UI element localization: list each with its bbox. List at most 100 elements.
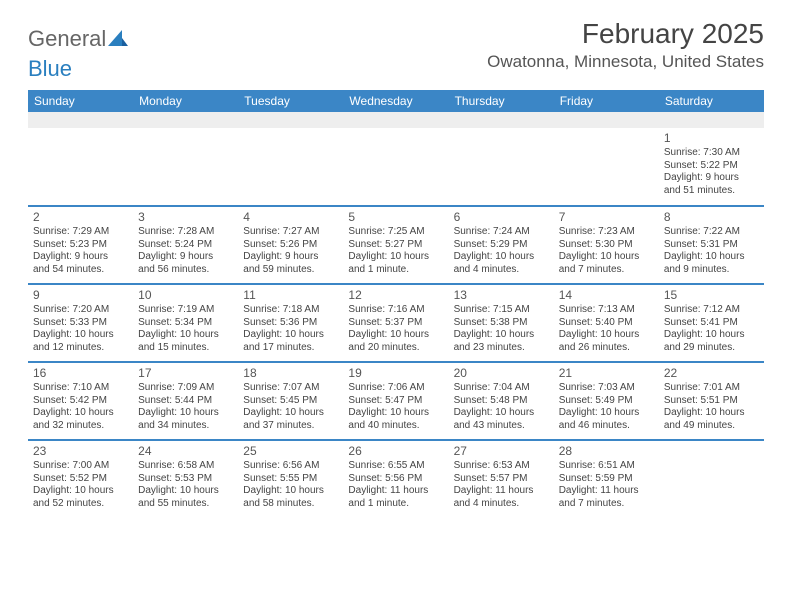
sunset: Sunset: 5:55 PM: [243, 473, 338, 486]
day-number: 8: [664, 210, 759, 225]
day-number: 20: [454, 366, 549, 381]
sunrise: Sunrise: 6:56 AM: [243, 460, 338, 473]
week-row: 2Sunrise: 7:29 AMSunset: 5:23 PMDaylight…: [28, 206, 764, 284]
daylight-line1: Daylight: 10 hours: [33, 407, 128, 420]
daylight-line2: and 4 minutes.: [454, 264, 549, 277]
weekday-header-row: Sunday Monday Tuesday Wednesday Thursday…: [28, 90, 764, 112]
sunset: Sunset: 5:31 PM: [664, 239, 759, 252]
daylight-line2: and 56 minutes.: [138, 264, 233, 277]
week-row: 9Sunrise: 7:20 AMSunset: 5:33 PMDaylight…: [28, 284, 764, 362]
day-cell: 9Sunrise: 7:20 AMSunset: 5:33 PMDaylight…: [28, 284, 133, 362]
day-cell: 21Sunrise: 7:03 AMSunset: 5:49 PMDayligh…: [554, 362, 659, 440]
sunset: Sunset: 5:22 PM: [664, 160, 759, 173]
day-cell: 27Sunrise: 6:53 AMSunset: 5:57 PMDayligh…: [449, 440, 554, 518]
sunset: Sunset: 5:48 PM: [454, 395, 549, 408]
daylight-line1: Daylight: 10 hours: [454, 329, 549, 342]
day-number: 24: [138, 444, 233, 459]
daylight-line1: Daylight: 10 hours: [243, 485, 338, 498]
daylight-line1: Daylight: 10 hours: [559, 251, 654, 264]
daylight-line2: and 20 minutes.: [348, 342, 443, 355]
day-cell: [28, 128, 133, 206]
sunset: Sunset: 5:40 PM: [559, 317, 654, 330]
sunset: Sunset: 5:42 PM: [33, 395, 128, 408]
sunrise: Sunrise: 7:28 AM: [138, 226, 233, 239]
daylight-line2: and 58 minutes.: [243, 498, 338, 511]
daylight-line1: Daylight: 11 hours: [348, 485, 443, 498]
day-cell: 3Sunrise: 7:28 AMSunset: 5:24 PMDaylight…: [133, 206, 238, 284]
sunrise: Sunrise: 6:55 AM: [348, 460, 443, 473]
day-number: 15: [664, 288, 759, 303]
day-number: 2: [33, 210, 128, 225]
daylight-line2: and 43 minutes.: [454, 420, 549, 433]
day-cell: [554, 128, 659, 206]
day-number: 21: [559, 366, 654, 381]
sunrise: Sunrise: 7:07 AM: [243, 382, 338, 395]
daylight-line2: and 49 minutes.: [664, 420, 759, 433]
sunset: Sunset: 5:34 PM: [138, 317, 233, 330]
day-cell: 25Sunrise: 6:56 AMSunset: 5:55 PMDayligh…: [238, 440, 343, 518]
daylight-line1: Daylight: 10 hours: [664, 407, 759, 420]
day-cell: 26Sunrise: 6:55 AMSunset: 5:56 PMDayligh…: [343, 440, 448, 518]
daylight-line2: and 52 minutes.: [33, 498, 128, 511]
day-number: 16: [33, 366, 128, 381]
sunset: Sunset: 5:52 PM: [33, 473, 128, 486]
day-number: 3: [138, 210, 233, 225]
sunrise: Sunrise: 7:23 AM: [559, 226, 654, 239]
daylight-line2: and 7 minutes.: [559, 498, 654, 511]
sunset: Sunset: 5:33 PM: [33, 317, 128, 330]
sunrise: Sunrise: 7:04 AM: [454, 382, 549, 395]
daylight-line2: and 12 minutes.: [33, 342, 128, 355]
day-cell: 23Sunrise: 7:00 AMSunset: 5:52 PMDayligh…: [28, 440, 133, 518]
daylight-line1: Daylight: 10 hours: [243, 407, 338, 420]
logo: General: [28, 18, 128, 52]
daylight-line2: and 1 minute.: [348, 498, 443, 511]
sunrise: Sunrise: 6:58 AM: [138, 460, 233, 473]
daylight-line1: Daylight: 9 hours: [243, 251, 338, 264]
daylight-line1: Daylight: 11 hours: [454, 485, 549, 498]
day-cell: 11Sunrise: 7:18 AMSunset: 5:36 PMDayligh…: [238, 284, 343, 362]
col-monday: Monday: [133, 90, 238, 112]
daylight-line1: Daylight: 10 hours: [348, 251, 443, 264]
sunset: Sunset: 5:23 PM: [33, 239, 128, 252]
daylight-line1: Daylight: 10 hours: [243, 329, 338, 342]
sunrise: Sunrise: 7:01 AM: [664, 382, 759, 395]
sunrise: Sunrise: 7:18 AM: [243, 304, 338, 317]
month-title: February 2025: [487, 18, 764, 50]
day-number: 22: [664, 366, 759, 381]
day-cell: 7Sunrise: 7:23 AMSunset: 5:30 PMDaylight…: [554, 206, 659, 284]
col-wednesday: Wednesday: [343, 90, 448, 112]
day-cell: 4Sunrise: 7:27 AMSunset: 5:26 PMDaylight…: [238, 206, 343, 284]
week-row: 23Sunrise: 7:00 AMSunset: 5:52 PMDayligh…: [28, 440, 764, 518]
day-cell: 18Sunrise: 7:07 AMSunset: 5:45 PMDayligh…: [238, 362, 343, 440]
day-cell: 2Sunrise: 7:29 AMSunset: 5:23 PMDaylight…: [28, 206, 133, 284]
sunrise: Sunrise: 7:13 AM: [559, 304, 654, 317]
daylight-line1: Daylight: 10 hours: [559, 407, 654, 420]
sunrise: Sunrise: 7:16 AM: [348, 304, 443, 317]
logo-text-general: General: [28, 26, 106, 52]
day-cell: [133, 128, 238, 206]
daylight-line2: and 54 minutes.: [33, 264, 128, 277]
day-number: 25: [243, 444, 338, 459]
sunrise: Sunrise: 6:53 AM: [454, 460, 549, 473]
daylight-line1: Daylight: 10 hours: [33, 485, 128, 498]
day-cell: [238, 128, 343, 206]
day-number: 18: [243, 366, 338, 381]
sunset: Sunset: 5:37 PM: [348, 317, 443, 330]
sunset: Sunset: 5:59 PM: [559, 473, 654, 486]
logo-text-blue: Blue: [28, 56, 764, 82]
daylight-line1: Daylight: 10 hours: [454, 407, 549, 420]
calendar-table: Sunday Monday Tuesday Wednesday Thursday…: [28, 90, 764, 518]
sunrise: Sunrise: 7:22 AM: [664, 226, 759, 239]
sunset: Sunset: 5:38 PM: [454, 317, 549, 330]
daylight-line2: and 1 minute.: [348, 264, 443, 277]
sunset: Sunset: 5:36 PM: [243, 317, 338, 330]
sunset: Sunset: 5:29 PM: [454, 239, 549, 252]
sunrise: Sunrise: 7:12 AM: [664, 304, 759, 317]
day-number: 11: [243, 288, 338, 303]
daylight-line1: Daylight: 10 hours: [138, 407, 233, 420]
day-cell: 5Sunrise: 7:25 AMSunset: 5:27 PMDaylight…: [343, 206, 448, 284]
sunrise: Sunrise: 7:15 AM: [454, 304, 549, 317]
daylight-line1: Daylight: 11 hours: [559, 485, 654, 498]
sunset: Sunset: 5:44 PM: [138, 395, 233, 408]
sunrise: Sunrise: 7:24 AM: [454, 226, 549, 239]
